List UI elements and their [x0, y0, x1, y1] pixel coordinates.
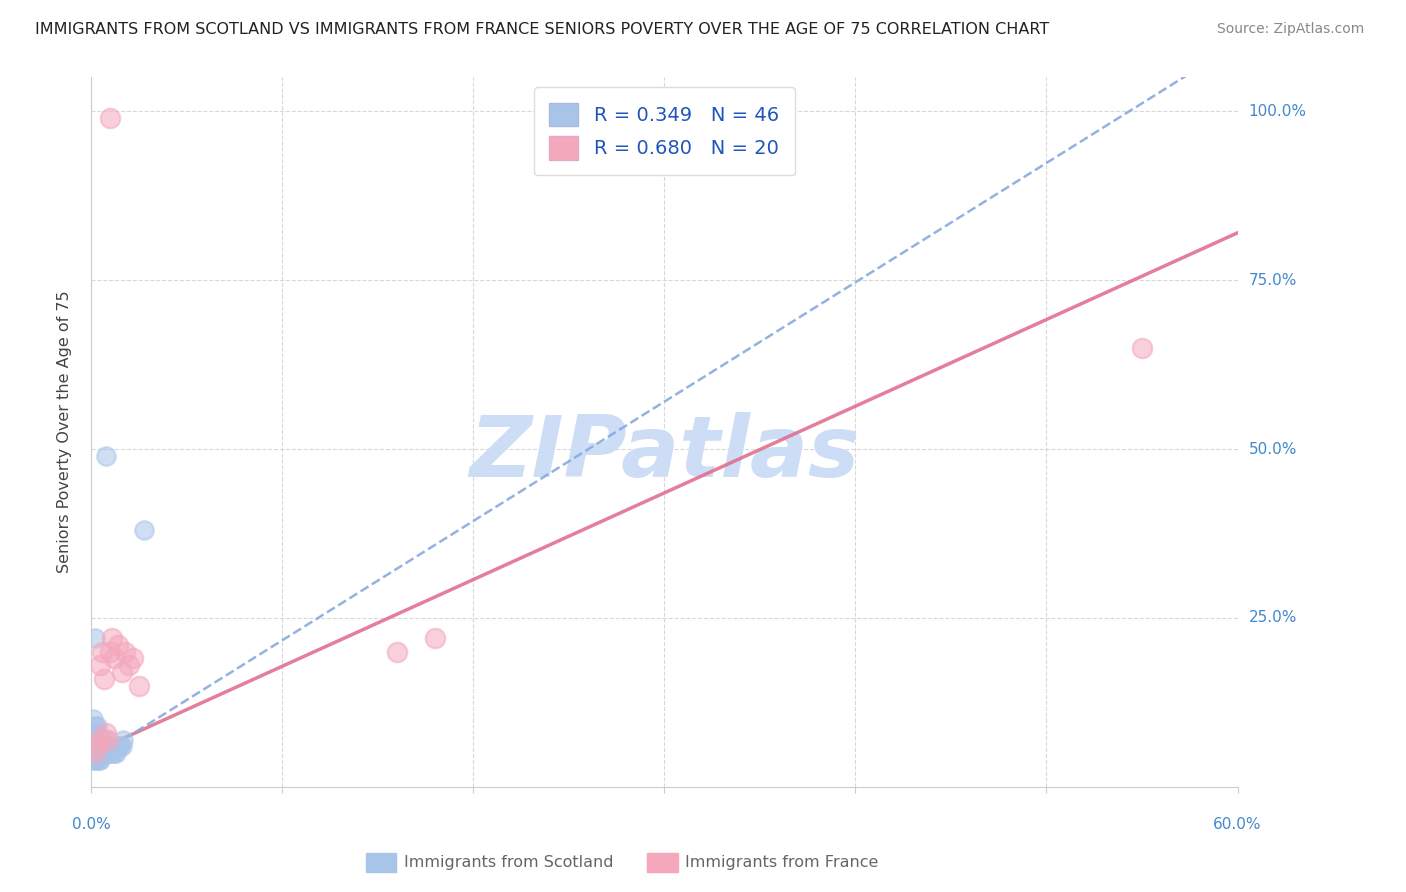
Point — [89, 732, 111, 747]
Text: Source: ZipAtlas.com: Source: ZipAtlas.com — [1216, 22, 1364, 37]
Point — [107, 638, 129, 652]
Point — [82, 746, 104, 760]
Point — [96, 726, 118, 740]
Text: 60.0%: 60.0% — [1213, 817, 1261, 832]
Point — [87, 746, 110, 760]
Point — [87, 732, 110, 747]
Point — [91, 746, 114, 760]
Point — [101, 631, 124, 645]
Point — [98, 739, 121, 754]
Text: IMMIGRANTS FROM SCOTLAND VS IMMIGRANTS FROM FRANCE SENIORS POVERTY OVER THE AGE : IMMIGRANTS FROM SCOTLAND VS IMMIGRANTS F… — [35, 22, 1049, 37]
Point — [87, 739, 110, 754]
Point — [86, 753, 108, 767]
Point — [114, 645, 136, 659]
Point — [96, 732, 118, 747]
Y-axis label: Seniors Poverty Over the Age of 75: Seniors Poverty Over the Age of 75 — [58, 291, 72, 574]
Point — [82, 712, 104, 726]
Point — [103, 651, 125, 665]
Point — [83, 726, 105, 740]
Point — [1130, 341, 1153, 355]
Point — [86, 719, 108, 733]
Point — [96, 739, 118, 754]
Point — [93, 672, 115, 686]
Text: Immigrants from France: Immigrants from France — [685, 855, 879, 870]
Point — [98, 645, 121, 659]
Point — [83, 753, 105, 767]
Point — [82, 753, 104, 767]
Point — [134, 523, 156, 537]
Point — [98, 746, 121, 760]
Point — [97, 739, 120, 754]
Text: 0.0%: 0.0% — [72, 817, 110, 832]
Point — [93, 739, 115, 754]
Point — [423, 631, 446, 645]
Point — [103, 746, 125, 760]
Point — [87, 753, 110, 767]
Point — [86, 732, 108, 747]
Point — [118, 658, 141, 673]
Point — [83, 719, 105, 733]
Point — [110, 739, 132, 754]
Point — [128, 678, 150, 692]
Point — [82, 726, 104, 740]
Point — [91, 732, 114, 747]
Point — [91, 739, 114, 754]
Point — [83, 746, 105, 760]
Point — [91, 645, 114, 659]
Point — [97, 732, 120, 747]
Text: 25.0%: 25.0% — [1249, 610, 1296, 625]
Point — [83, 746, 105, 760]
Point — [83, 631, 105, 645]
Point — [101, 746, 124, 760]
Point — [385, 645, 408, 659]
Point — [97, 746, 120, 760]
Point — [87, 732, 110, 747]
Point — [110, 665, 132, 679]
Point — [122, 651, 145, 665]
Point — [89, 753, 111, 767]
Point — [86, 739, 108, 754]
Point — [86, 739, 108, 754]
Point — [98, 111, 121, 125]
Point — [93, 746, 115, 760]
Point — [86, 726, 108, 740]
Text: Immigrants from Scotland: Immigrants from Scotland — [404, 855, 613, 870]
Point — [83, 739, 105, 754]
Text: ZIPatlas: ZIPatlas — [470, 412, 859, 495]
Point — [82, 739, 104, 754]
Point — [89, 739, 111, 754]
Legend: R = 0.349   N = 46, R = 0.680   N = 20: R = 0.349 N = 46, R = 0.680 N = 20 — [534, 87, 794, 176]
Text: 75.0%: 75.0% — [1249, 273, 1296, 287]
Point — [104, 746, 127, 760]
Point — [112, 732, 135, 747]
Text: 50.0%: 50.0% — [1249, 442, 1296, 457]
Point — [89, 746, 111, 760]
Text: 100.0%: 100.0% — [1249, 103, 1306, 119]
Point — [86, 746, 108, 760]
Point — [83, 732, 105, 747]
Point — [108, 739, 131, 754]
Point — [89, 658, 111, 673]
Point — [96, 449, 118, 463]
Point — [107, 739, 129, 754]
